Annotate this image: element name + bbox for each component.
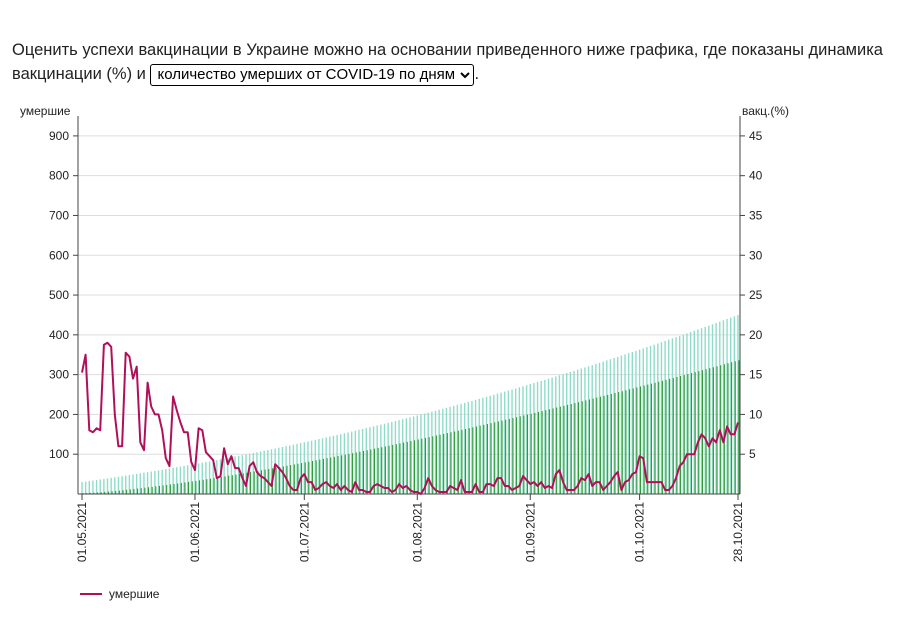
right-tick-label: 40 [749,169,763,183]
x-tick-label: 01.08.2021 [410,502,424,562]
vaccination-first-dose-bars [81,314,739,494]
deaths-line [81,341,739,495]
left-tick-label: 500 [49,288,69,302]
right-tick-label: 35 [749,208,763,222]
intro-paragraph: Оценить успехи вакцинации в Украине можн… [12,38,907,86]
legend: умершие [80,587,159,601]
right-tick-label: 15 [749,368,763,382]
left-tick-label: 100 [49,447,69,461]
left-tick-label: 700 [49,208,69,222]
left-tick-label: 300 [49,368,69,382]
legend-label-deaths: умершие [109,587,160,601]
x-tick-label: 28.10.2021 [731,502,745,562]
legend-swatch-deaths [80,593,102,595]
right-axis-title: вакц.(%) [742,104,789,118]
right-tick-label: 5 [749,447,756,461]
intro-text-before: Оценить успехи вакцинации в Украине можн… [12,41,883,83]
tick-labels: 100 200 300 400 500 600 700 800 900 5 10 15 20 25 30 35… [49,129,763,562]
intro-text-after: . [474,65,480,83]
deaths-series [81,341,739,495]
x-tick-label: 01.07.2021 [297,502,311,562]
right-tick-label: 25 [749,288,763,302]
right-tick-label: 20 [749,328,763,342]
x-tick-label: 01.05.2021 [75,502,89,562]
right-tick-label: 30 [749,248,763,262]
left-axis-title: умершие [20,104,71,118]
vaccination-deaths-chart: умершие вакц.(%) 100 200 300 400 500 600 700 80… [20,104,789,562]
metric-select[interactable]: количество умерших от COVID-19 по дням [150,63,475,86]
right-tick-label: 10 [749,407,763,421]
axes [73,116,745,500]
x-tick-label: 01.06.2021 [188,502,202,562]
left-tick-label: 600 [49,248,69,262]
left-tick-label: 900 [49,129,69,143]
x-tick-label: 01.09.2021 [523,502,537,562]
right-tick-label: 45 [749,129,763,143]
left-tick-label: 200 [49,407,69,421]
x-tick-label: 01.10.2021 [633,502,647,562]
left-tick-label: 400 [49,328,69,342]
left-tick-label: 800 [49,169,69,183]
vaccination-full-dose-bars [82,360,740,494]
